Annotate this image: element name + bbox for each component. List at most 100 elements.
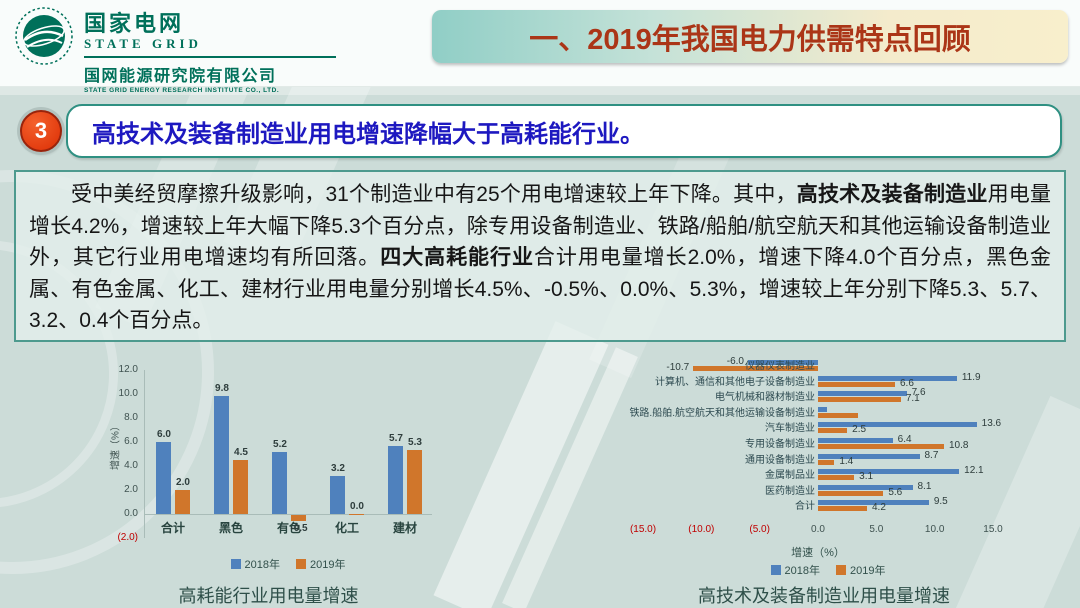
value-label: 4.5 (234, 447, 248, 458)
category-label: 电气机械和器材制造业 (715, 392, 815, 404)
body-paragraph-box: 受中美经贸摩擦升级影响，31个制造业中有25个用电增速较上年下降。其中，高技术及… (14, 170, 1066, 342)
bar-2019年 (349, 514, 364, 515)
legend-label: 2019年 (850, 565, 886, 577)
value-label: 3.1 (859, 471, 874, 483)
value-label: 2.0 (176, 477, 190, 488)
bar-2018年 (818, 375, 957, 381)
bar-2018年 (818, 406, 828, 412)
category-label: 有色 (276, 521, 301, 535)
legend-label: 2019年 (310, 559, 346, 571)
category-label: 化工 (334, 521, 359, 535)
bar-2018年 (214, 396, 229, 514)
x-axis-label: 增速（%） (791, 547, 845, 559)
left-chart-caption: 高耗能行业用电量增速 (178, 586, 359, 606)
bar-2019年 (818, 475, 855, 481)
bar-2019年 (818, 444, 944, 449)
value-label: 5.6 (888, 486, 903, 498)
bar-2018年 (818, 438, 893, 443)
value-label: 12.1 (964, 465, 984, 477)
category-label: 黑色 (218, 521, 243, 535)
y-axis-tick: (2.0) (117, 532, 138, 543)
high-tech-manufacturing-chart: 仪器仪表制造业 -6.0 -10.7 计算机、通信和其他电子设备制造业 11.9 6.6 电… (608, 352, 1040, 580)
x-axis-tick: 15.0 (983, 524, 1003, 535)
legend: 2018年 2019年 (728, 562, 928, 578)
y-axis-tick: 2.0 (124, 484, 138, 495)
category-label: 铁路.船舶.航空航天和其他运输设备制造业 (629, 407, 815, 419)
bar-2018年 (272, 451, 287, 514)
x-axis-tick: (10.0) (688, 524, 715, 535)
section-heading: 高技术及装备制造业用电增速降幅大于高耗能行业。 (92, 120, 644, 148)
value-label: 8.7 (924, 449, 939, 461)
category-label: 仪器仪表制造业 (745, 361, 815, 372)
legend-label: 2018年 (244, 559, 280, 571)
bar-2018年 (818, 453, 920, 459)
bar-2019年 (818, 381, 895, 387)
logo-name-cn: 国家电网 (84, 11, 185, 36)
legend-label: 2018年 (784, 565, 820, 577)
category-label: 汽车制造业 (765, 423, 815, 435)
right-chart-caption: 高技术及装备制造业用电量增速 (698, 586, 950, 606)
bar-2018年 (818, 469, 960, 475)
bar-2019年 (175, 490, 190, 514)
y-axis-tick: 8.0 (124, 412, 138, 423)
bar-2019年 (818, 506, 867, 512)
bar-2018年 (818, 484, 913, 490)
value-label: 0.0 (350, 501, 364, 512)
value-label: 6.0 (157, 429, 171, 440)
legend-item-2018年: 2018年 (230, 556, 280, 572)
bar-2019年 (291, 515, 306, 521)
logo-divider (84, 56, 336, 58)
bar-2019年 (818, 459, 835, 465)
bar-2019年 (818, 428, 848, 434)
bar-2018年 (388, 445, 403, 514)
value-label: 9.5 (933, 496, 948, 508)
page-title: 一、2019年我国电力供需特点回顾 (529, 23, 971, 56)
header: 国家电网 STATE GRID 国网能源研究院有限公司 STATE GRID E… (0, 0, 1080, 94)
paragraph-bold-segment: 高技术及装备制造业 (796, 183, 988, 206)
value-label: -0.5 (290, 523, 308, 534)
value-label: 2.5 (852, 424, 867, 436)
x-axis-tick: 5.0 (869, 524, 884, 535)
bar-2019年 (693, 366, 818, 371)
legend-item-2019年: 2019年 (296, 556, 345, 572)
paragraph-segment: 用电量增长4.2%，增速较上年大幅下降5.3个百分点，除专用设备制造业、铁路/船… (29, 183, 1052, 269)
logo-org-en: STATE GRID ENERGY RESEARCH INSTITUTE CO.… (84, 87, 280, 94)
zero-axis-line (144, 514, 432, 515)
category-label: 计算机、通信和其他电子设备制造业 (655, 376, 815, 388)
legend-swatch (770, 565, 781, 575)
x-axis-tick: (5.0) (749, 524, 770, 535)
value-label: 5.7 (389, 432, 403, 444)
category-label: 专用设备制造业 (745, 439, 815, 450)
value-label: 13.6 (981, 418, 1002, 430)
value-label: 3.2 (331, 462, 345, 474)
value-label: 9.8 (215, 383, 229, 395)
bar-2018年 (818, 422, 977, 428)
bar-2018年 (818, 500, 929, 506)
category-label: 合计 (795, 501, 815, 513)
legend-item-2019年: 2019年 (836, 562, 885, 578)
slide-title-banner: 一、2019年我国电力供需特点回顾 (432, 10, 1068, 63)
body-paragraph: 受中美经贸摩擦升级影响，31个制造业中有25个用电增速较上年下降。其中，高技术及… (29, 179, 1051, 337)
paragraph-segment: 受中美经贸摩擦升级影响，31个制造业中有25个用电增速较上年下降。其中， (71, 183, 797, 206)
paragraph-bold-segment: 四大高耗能行业 (380, 246, 534, 269)
logo-name-en: STATE GRID (84, 36, 202, 51)
x-axis-tick: (15.0) (629, 524, 657, 535)
value-label: 4.2 (872, 502, 886, 514)
y-axis-line (144, 370, 145, 538)
bar-2019年 (818, 397, 901, 403)
section-number-badge: 3 (20, 110, 62, 152)
bar-2018年 (330, 475, 345, 514)
category-label: 通用设备制造业 (745, 454, 815, 466)
value-label: 1.4 (839, 455, 854, 467)
category-label: 建材 (392, 521, 417, 535)
value-label: 5.2 (273, 438, 287, 450)
x-axis-tick: 0.0 (811, 524, 825, 535)
y-axis-tick: 12.0 (118, 364, 138, 375)
value-label: -6.0 (726, 356, 744, 367)
bar-2018年 (818, 391, 907, 397)
logo-org-cn: 国网能源研究院有限公司 (84, 68, 277, 85)
value-label: 7.1 (905, 393, 920, 405)
y-axis-tick: 6.0 (124, 436, 138, 447)
y-axis-tick: 0.0 (124, 508, 138, 519)
